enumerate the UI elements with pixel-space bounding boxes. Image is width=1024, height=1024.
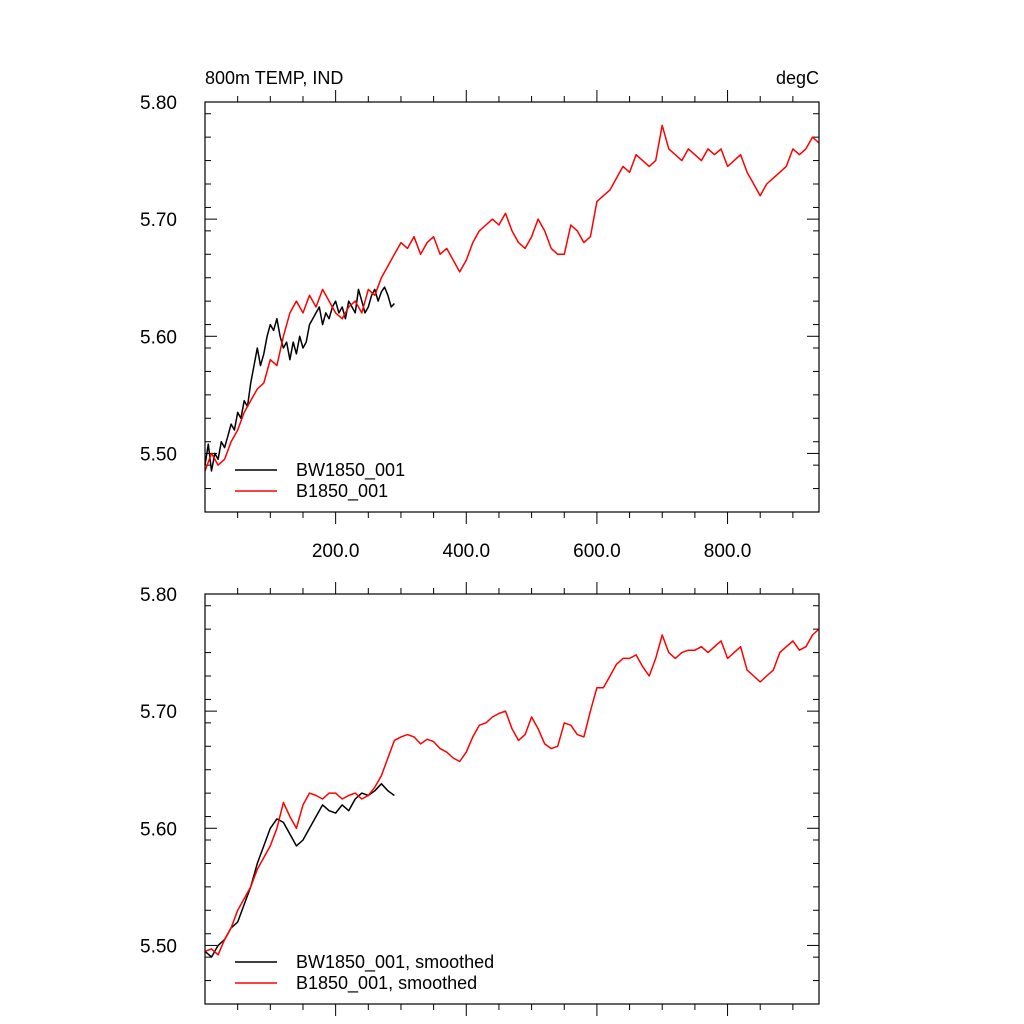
bottom-ytick-label: 5.50 (140, 936, 177, 957)
top-panel: 800m TEMP, IND degC 5.50 5.60 5.70 5.80 200.… (140, 68, 820, 562)
top-xtick-label: 400.0 (443, 541, 491, 562)
top-xtick-label: 200.0 (312, 541, 360, 562)
top-xtick-label: 600.0 (573, 541, 621, 562)
bottom-ticks: 5.50 5.60 5.70 5.80 (140, 582, 819, 1016)
bottom-ytick-label: 5.70 (140, 702, 177, 723)
top-ytick-label: 5.80 (140, 93, 177, 114)
top-chart-title: 800m TEMP, IND (205, 68, 343, 88)
bottom-legend-label-bw: BW1850_001, smoothed (296, 952, 494, 973)
bottom-ytick-label: 5.80 (140, 585, 177, 606)
top-series-line-b1850 (204, 124, 820, 472)
bottom-legend: BW1850_001, smoothed B1850_001, smoothed (235, 952, 494, 994)
top-ytick-label: 5.70 (140, 210, 177, 231)
top-chart-units: degC (776, 68, 819, 88)
top-xtick-label: 800.0 (704, 541, 752, 562)
top-legend-label-b: B1850_001 (296, 481, 388, 502)
top-ytick-label: 5.60 (140, 327, 177, 348)
top-ytick-label: 5.50 (140, 444, 177, 465)
bottom-series-line-b1850 (204, 628, 820, 956)
top-plot-frame (204, 101, 820, 513)
bottom-legend-label-b: B1850_001, smoothed (296, 973, 477, 994)
top-series-group (204, 124, 820, 472)
bottom-series-group (204, 628, 820, 958)
bottom-series-line-bw1850 (204, 783, 395, 958)
top-series-line-bw1850 (204, 286, 395, 472)
bottom-panel: 5.50 5.60 5.70 5.80 BW1850_001, smoothed B1… (140, 582, 820, 1016)
top-legend-label-bw: BW1850_001 (296, 460, 405, 481)
top-ticks: 5.50 5.60 5.70 5.80 200.0 400.0 600.0 800.0 (140, 90, 819, 562)
bottom-ytick-label: 5.60 (140, 819, 177, 840)
top-legend: BW1850_001 B1850_001 (235, 460, 405, 502)
bottom-plot-frame (204, 593, 820, 1005)
